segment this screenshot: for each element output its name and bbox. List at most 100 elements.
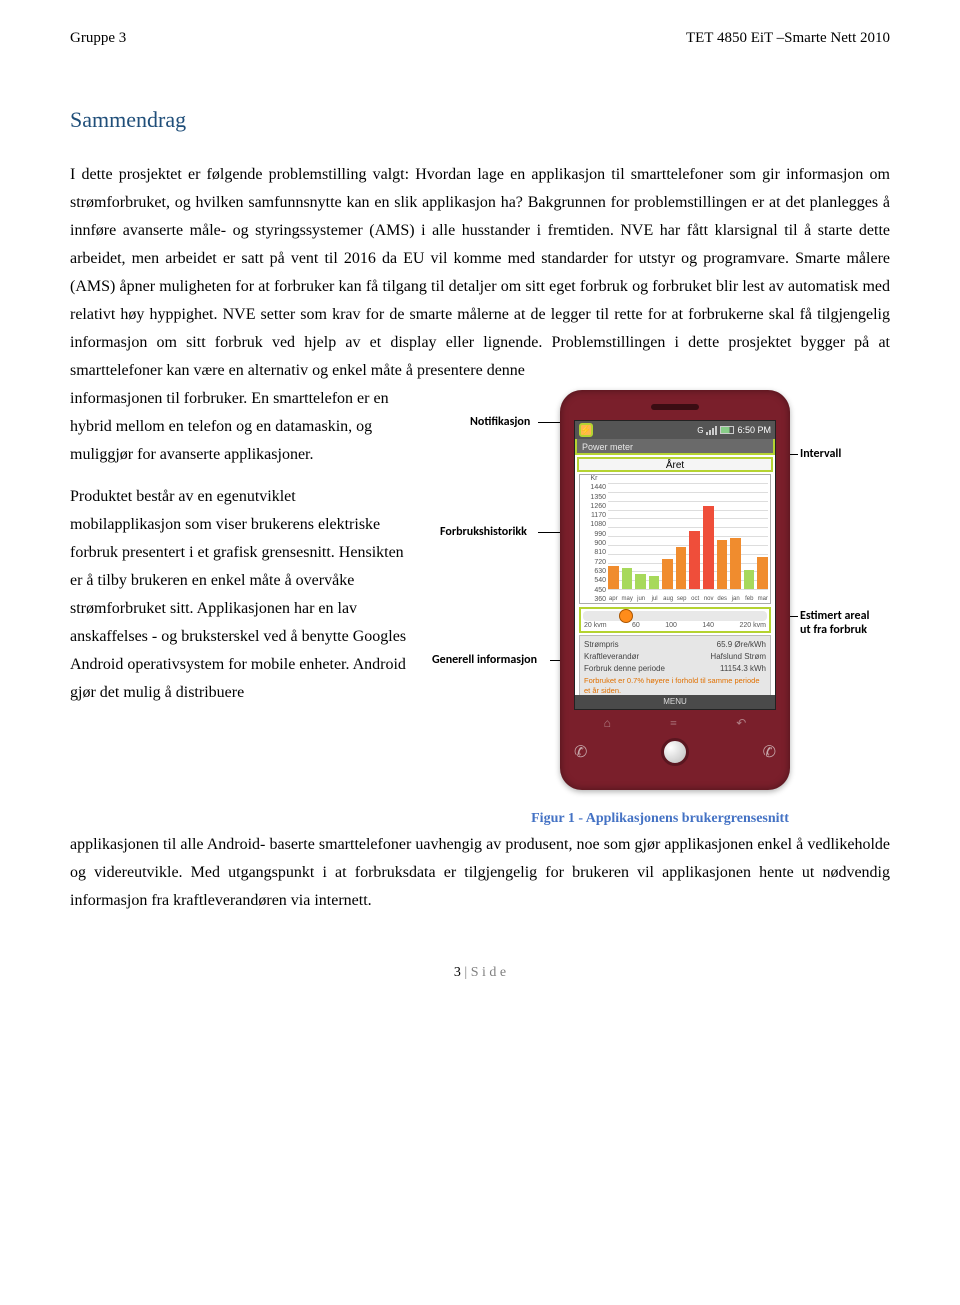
figure: Notifikasjon Intervall Forbrukshistorikk… bbox=[430, 385, 890, 827]
chart-xlabels: apr may jun jul aug sep oct nov des jan … bbox=[608, 596, 768, 602]
xtick: may bbox=[622, 596, 633, 602]
call-icon[interactable]: ✆ bbox=[574, 742, 587, 762]
menu-icon[interactable]: ≡ bbox=[670, 716, 677, 731]
annot-generell: Generell informasjon bbox=[432, 653, 537, 667]
phone-speaker bbox=[651, 404, 699, 410]
slider-labels: 20 kvm 60 100 140 220 kvm bbox=[583, 621, 767, 629]
page-number: 3 bbox=[454, 965, 461, 980]
chart-bar bbox=[730, 538, 741, 589]
home-icon[interactable]: ⌂ bbox=[604, 716, 611, 731]
footer-side: S i d e bbox=[471, 965, 506, 980]
app-titlebar: Power meter bbox=[575, 439, 775, 455]
usage-chart: Kr 1440 1350 1260 1170 1080 990 900 810 … bbox=[579, 474, 771, 604]
section-title: Sammendrag bbox=[70, 107, 890, 133]
menu-bar[interactable]: MENU bbox=[575, 695, 775, 709]
chart-ylabels: Kr 1440 1350 1260 1170 1080 990 900 810 … bbox=[582, 475, 606, 605]
phone-mockup: ⚡ G 6:50 PM Power meter Året bbox=[560, 390, 790, 790]
info-value: Hafslund Strøm bbox=[710, 651, 766, 663]
ytick: 720 bbox=[582, 559, 606, 568]
chart-bar bbox=[717, 540, 728, 589]
figure-wrap: Notifikasjon Intervall Forbrukshistorikk… bbox=[440, 385, 880, 805]
hw-buttons: ⌂ ≡ ↶ bbox=[574, 716, 776, 731]
info-row: Forbruk denne periode 11154.3 kWh bbox=[584, 663, 766, 675]
info-row: Strømpris 65.9 Øre/kWh bbox=[584, 639, 766, 651]
slider-track[interactable] bbox=[583, 611, 767, 621]
notification-icon[interactable]: ⚡ bbox=[579, 423, 593, 437]
slider-tick: 220 kvm bbox=[739, 622, 765, 629]
xtick: feb bbox=[744, 596, 755, 602]
slider-tick: 140 bbox=[702, 622, 714, 629]
left-p1: informasjonen til forbruker. En smarttel… bbox=[70, 385, 410, 469]
footer-sep: | bbox=[461, 965, 471, 980]
page-footer: 3 | S i d e bbox=[70, 965, 890, 981]
xtick: apr bbox=[608, 596, 619, 602]
battery-icon bbox=[720, 426, 734, 434]
chart-bar bbox=[635, 574, 646, 589]
ytick: 1080 bbox=[582, 521, 606, 530]
ytick: 900 bbox=[582, 540, 606, 549]
ytick: 360 bbox=[582, 596, 606, 605]
chart-bar bbox=[703, 506, 714, 589]
info-value: 11154.3 kWh bbox=[720, 663, 766, 675]
area-slider[interactable]: 20 kvm 60 100 140 220 kvm bbox=[579, 607, 771, 633]
y-unit: Kr bbox=[582, 475, 606, 484]
ytick: 540 bbox=[582, 577, 606, 586]
page-header: Gruppe 3 TET 4850 EiT –Smarte Nett 2010 bbox=[70, 30, 890, 47]
slider-tick: 20 kvm bbox=[584, 622, 607, 629]
chart-bar bbox=[608, 566, 619, 589]
annot-areal: Estimert areal ut fra forbruk bbox=[800, 609, 880, 637]
figure-caption: Figur 1 - Applikasjonens brukergrensesni… bbox=[531, 811, 789, 827]
callrow: ✆ ✆ bbox=[574, 738, 776, 766]
annot-forbrukshistorikk: Forbrukshistorikk bbox=[440, 525, 527, 539]
back-icon[interactable]: ↶ bbox=[736, 716, 746, 731]
xtick: des bbox=[717, 596, 728, 602]
xtick: jun bbox=[636, 596, 647, 602]
ytick: 1170 bbox=[582, 512, 606, 521]
endcall-icon[interactable]: ✆ bbox=[763, 742, 776, 762]
para-full: I dette prosjektet er følgende problemst… bbox=[70, 161, 890, 385]
chart-bar bbox=[757, 557, 768, 589]
info-panel: Strømpris 65.9 Øre/kWh Kraftleverandør H… bbox=[579, 635, 771, 700]
xtick: sep bbox=[676, 596, 687, 602]
interval-selector[interactable]: Året bbox=[577, 457, 773, 472]
chart-bar bbox=[689, 531, 700, 589]
info-label: Kraftleverandør bbox=[584, 651, 639, 663]
status-icons: ⚡ bbox=[579, 423, 593, 437]
info-value: 65.9 Øre/kWh bbox=[717, 639, 766, 651]
network-icon: G bbox=[697, 426, 703, 435]
chart-bar bbox=[676, 547, 687, 589]
status-right: G 6:50 PM bbox=[697, 425, 771, 435]
info-label: Strømpris bbox=[584, 639, 619, 651]
ytick: 1350 bbox=[582, 494, 606, 503]
ytick: 450 bbox=[582, 587, 606, 596]
chart-bar bbox=[649, 576, 660, 589]
slider-tick: 100 bbox=[665, 622, 677, 629]
xtick: jul bbox=[649, 596, 660, 602]
statusbar: ⚡ G 6:50 PM bbox=[575, 421, 775, 439]
signal-icon bbox=[706, 426, 717, 435]
continuation-paragraph: applikasjonen til alle Android- baserte … bbox=[70, 831, 890, 915]
header-left: Gruppe 3 bbox=[70, 30, 126, 47]
xtick: mar bbox=[758, 596, 769, 602]
info-label: Forbruk denne periode bbox=[584, 663, 665, 675]
ytick: 1440 bbox=[582, 484, 606, 493]
annot-intervall: Intervall bbox=[800, 447, 841, 461]
xtick: oct bbox=[690, 596, 701, 602]
info-row: Kraftleverandør Hafslund Strøm bbox=[584, 651, 766, 663]
chart-bar bbox=[662, 559, 673, 589]
slider-thumb[interactable] bbox=[619, 609, 633, 623]
left-column: informasjonen til forbruker. En smarttel… bbox=[70, 385, 410, 827]
trackball[interactable] bbox=[661, 738, 689, 766]
info-highlight: Forbruket er 0.7% høyere i forhold til s… bbox=[584, 676, 766, 696]
annot-notifikasjon: Notifikasjon bbox=[470, 415, 530, 429]
ytick: 630 bbox=[582, 568, 606, 577]
ytick: 810 bbox=[582, 549, 606, 558]
left-p2: Produktet består av en egenutviklet mobi… bbox=[70, 483, 410, 707]
xtick: nov bbox=[703, 596, 714, 602]
chart-bars bbox=[608, 483, 768, 589]
xtick: aug bbox=[663, 596, 674, 602]
body-paragraph-1: I dette prosjektet er følgende problemst… bbox=[70, 161, 890, 385]
chart-bar bbox=[622, 568, 633, 589]
chart-bar bbox=[744, 570, 755, 589]
phone-screen: ⚡ G 6:50 PM Power meter Året bbox=[574, 420, 776, 710]
